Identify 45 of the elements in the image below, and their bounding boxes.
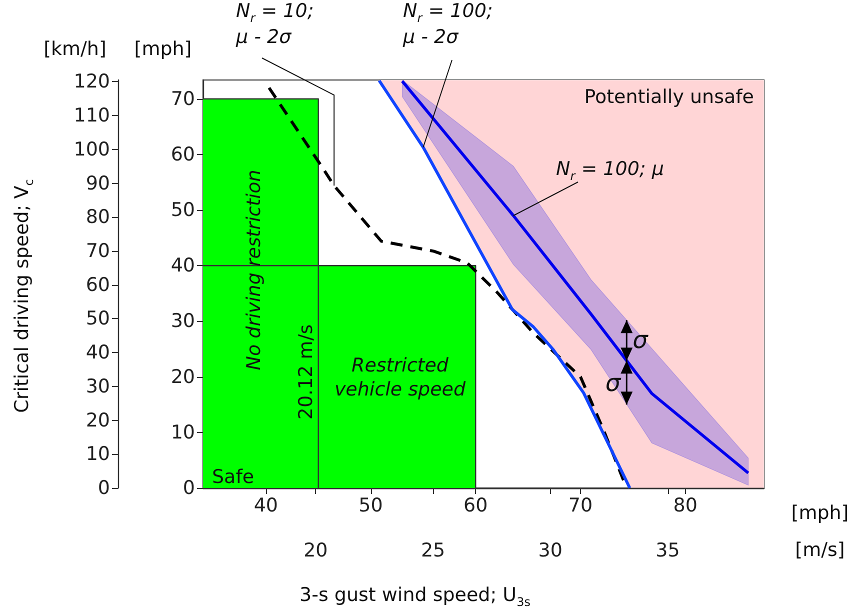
x2-tick-label: 25	[420, 540, 446, 562]
y2-tick-label: 50	[86, 308, 110, 330]
x2-tick-label: 20	[304, 540, 328, 562]
annotation: 20.12 m/s	[295, 324, 318, 420]
y2-tick-label: 40	[86, 342, 110, 364]
y-tick-label: 10	[170, 421, 195, 444]
annotation: Restricted vehicle speed	[333, 354, 467, 402]
x-axis-title: 3-s gust wind speed; U$_{3s}$	[300, 584, 530, 610]
text: [mph]	[134, 38, 192, 62]
y2-tick-label: 80	[86, 206, 110, 228]
x2-tick-label: 30	[538, 540, 562, 562]
x2-tick-label: 35	[656, 540, 680, 562]
text: [m/s]	[795, 539, 845, 563]
y2-tick-label: 70	[86, 240, 110, 262]
y2-tick-label: 100	[74, 138, 110, 160]
text: N$_{r}$ = 100; μ	[556, 158, 664, 184]
text: [km/h]	[44, 38, 106, 62]
y-tick-label: 40	[170, 254, 195, 277]
x-tick-label: 70	[568, 494, 593, 516]
y2-tick-label: 60	[86, 274, 110, 296]
y2-tick-label: 120	[74, 70, 110, 93]
x-tick-label: 60	[464, 494, 488, 516]
y2-tick-label: 20	[86, 409, 110, 432]
text: [mph]	[791, 502, 849, 526]
y-tick-label: 70	[170, 88, 195, 110]
x-tick-label: 50	[358, 494, 383, 516]
annotation: Safe	[212, 466, 254, 490]
annotation: Potentially unsafe	[584, 86, 754, 110]
annotation: No driving restriction	[243, 170, 266, 370]
x-tick-label: 80	[673, 494, 698, 516]
y-tick-label: 0	[182, 477, 195, 499]
y-tick-label: 30	[170, 310, 195, 332]
y2-tick-label: 10	[86, 443, 110, 466]
annotation: σ	[605, 368, 621, 398]
y2-tick-label: 0	[98, 477, 110, 499]
y2-tick-label: 90	[86, 172, 110, 194]
y-tick-label: 20	[170, 366, 195, 388]
y2-tick-label: 30	[86, 375, 110, 398]
x-tick-label: 40	[254, 494, 278, 516]
y-tick-label: 50	[170, 199, 195, 222]
y-tick-label: 60	[170, 143, 195, 166]
y2-tick-label: 110	[74, 104, 110, 127]
text: N$_{r}$ = 10; μ - 2σ	[236, 0, 315, 50]
annotation: σ	[632, 325, 648, 356]
text: N$_{r}$ = 100; μ - 2σ	[403, 0, 494, 50]
